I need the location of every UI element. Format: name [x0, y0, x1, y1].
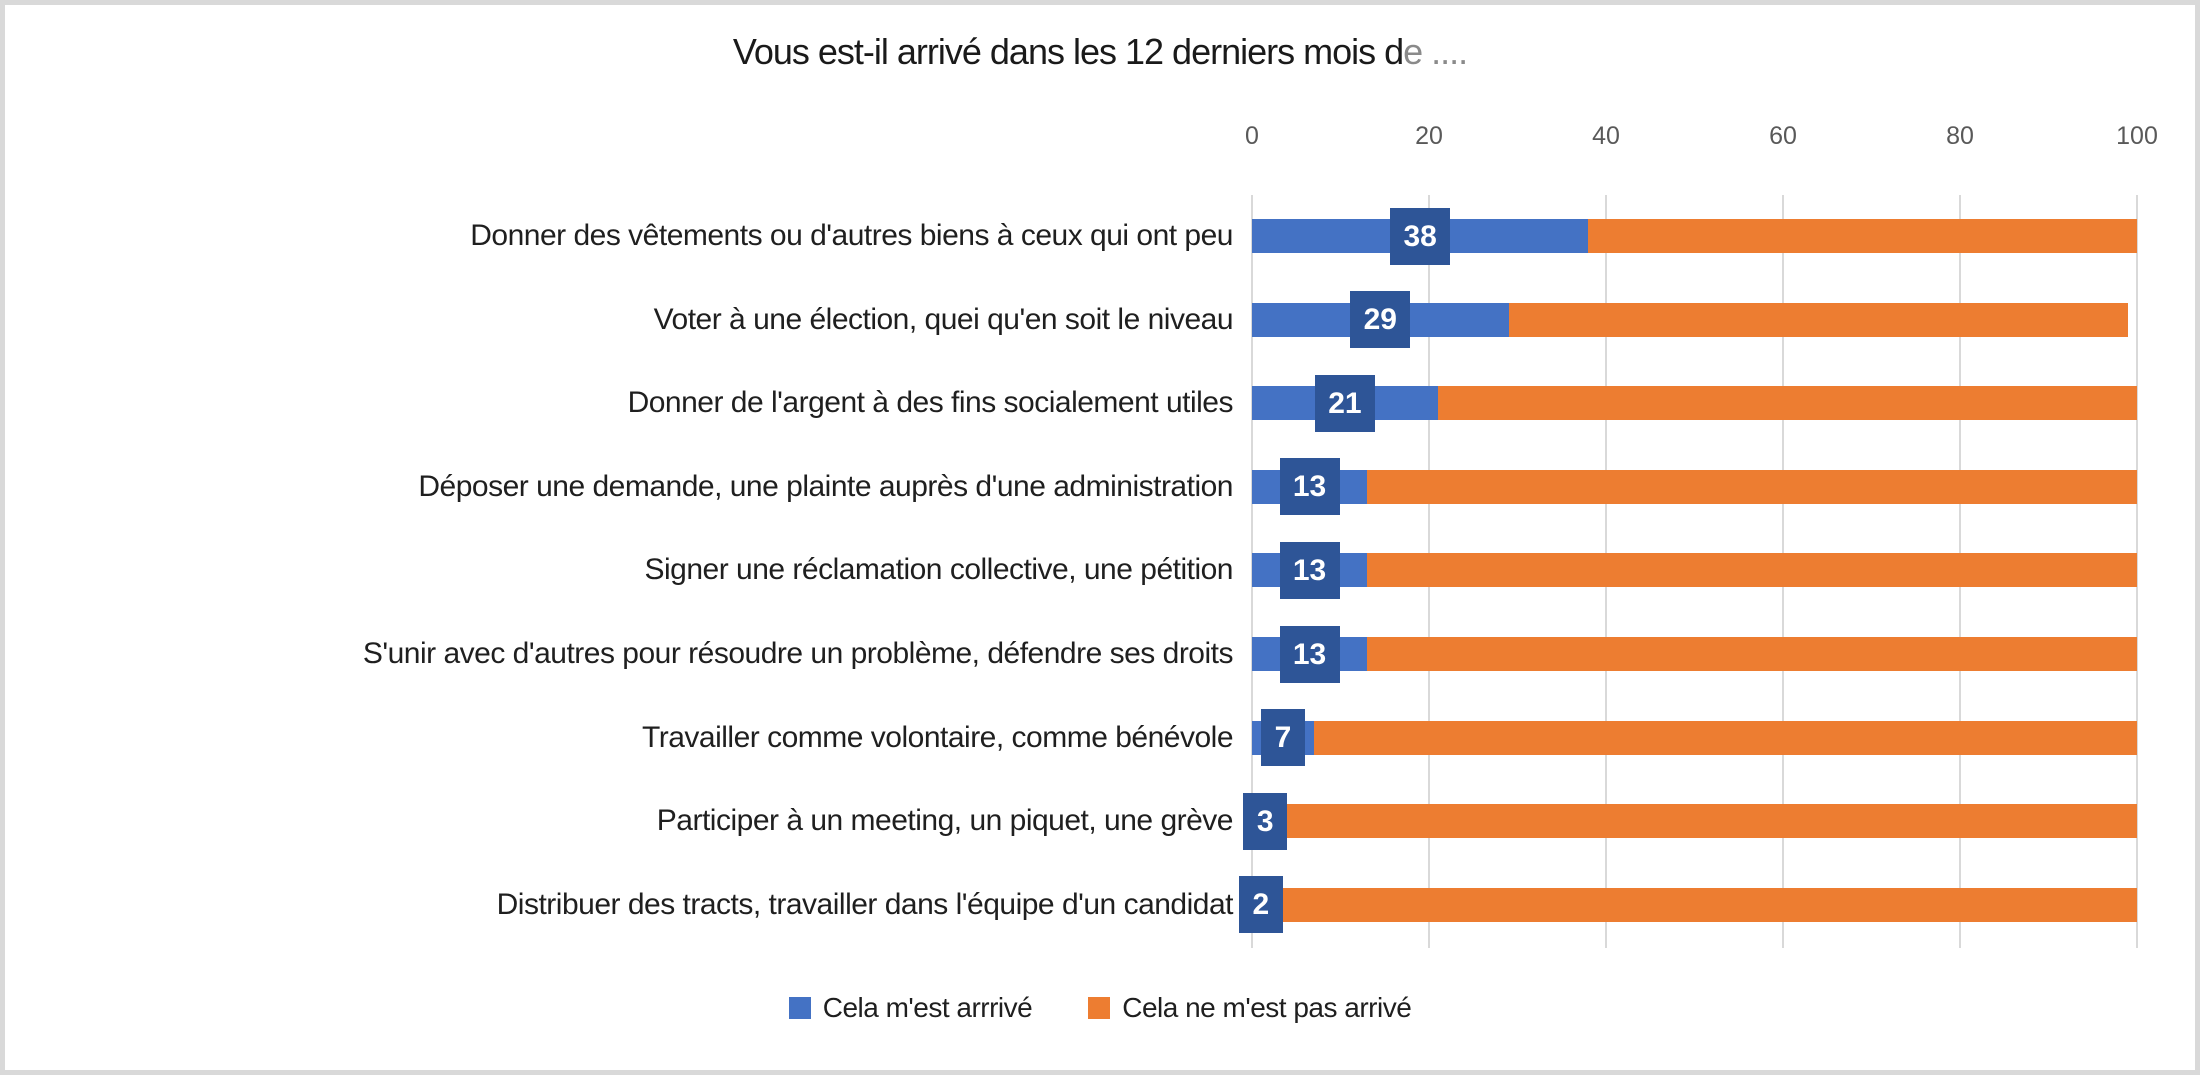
legend: Cela m'est arrrivé Cela ne m'est pas arr…: [5, 980, 2195, 1035]
x-tick-label-0: 0: [1245, 122, 1259, 150]
category-label: Donner de l'argent à des fins socialemen…: [627, 386, 1234, 420]
data-label: 13: [1279, 458, 1340, 516]
data-label: 13: [1279, 541, 1340, 599]
bar-segment-pas-arrive: [1367, 637, 2137, 671]
chart-title-main: Vous est-il arrivé dans les 12 derniers …: [732, 31, 1404, 72]
data-label: 7: [1260, 709, 1305, 767]
category-label: Signer une réclamation collective, une p…: [644, 553, 1233, 587]
x-tick-label-40: 40: [1592, 122, 1620, 150]
bar-segment-pas-arrive: [1508, 302, 2129, 337]
bar-segment-pas-arrive: [1367, 469, 2137, 504]
data-label: 29: [1350, 291, 1411, 349]
category-label: Distribuer des tracts, travailler dans l…: [496, 887, 1234, 921]
category-label: S'unir avec d'autres pour résoudre un pr…: [362, 637, 1234, 670]
bar-segment-pas-arrive: [1313, 720, 2137, 755]
category-label: Travailler comme volontaire, comme bénév…: [642, 720, 1233, 754]
data-label: 38: [1390, 207, 1451, 265]
x-tick-label-80: 80: [1946, 122, 1974, 150]
bar-segment-pas-arrive: [1588, 219, 2137, 253]
bar-segment-pas-arrive: [1269, 887, 2137, 922]
legend-label: Cela m'est arrrivé: [822, 991, 1033, 1023]
category-label: Voter à une élection, quei qu'en soit le…: [653, 302, 1234, 336]
chart-title-faded: e ....: [1403, 31, 1468, 72]
data-label: 13: [1279, 625, 1340, 683]
legend-swatch-blue-icon: [788, 996, 811, 1019]
gridline-100: [2136, 195, 2138, 948]
legend-label: Cela ne m'est pas arrivé: [1122, 991, 1412, 1023]
category-label: Déposer une demande, une plainte auprès …: [418, 469, 1233, 503]
legend-item-pas-arrive: Cela ne m'est pas arrivé: [1088, 991, 1412, 1024]
x-tick-label-100: 100: [2116, 122, 2158, 150]
data-label: 2: [1238, 876, 1283, 934]
chart-title: Vous est-il arrivé dans les 12 derniers …: [5, 31, 2195, 73]
legend-swatch-orange-icon: [1088, 996, 1111, 1019]
data-label: 21: [1314, 374, 1375, 432]
data-label: 3: [1243, 792, 1288, 850]
category-label: Donner des vêtements ou d'autres biens à…: [470, 219, 1233, 252]
x-tick-label-60: 60: [1769, 122, 1797, 150]
x-tick-label-20: 20: [1415, 122, 1443, 150]
legend-item-arrive: Cela m'est arrrivé: [788, 991, 1033, 1024]
bar-segment-pas-arrive: [1367, 553, 2137, 588]
category-label: Participer à un meeting, un piquet, une …: [656, 804, 1234, 838]
bar-segment-pas-arrive: [1437, 386, 2137, 421]
bar-segment-pas-arrive: [1278, 804, 2137, 839]
